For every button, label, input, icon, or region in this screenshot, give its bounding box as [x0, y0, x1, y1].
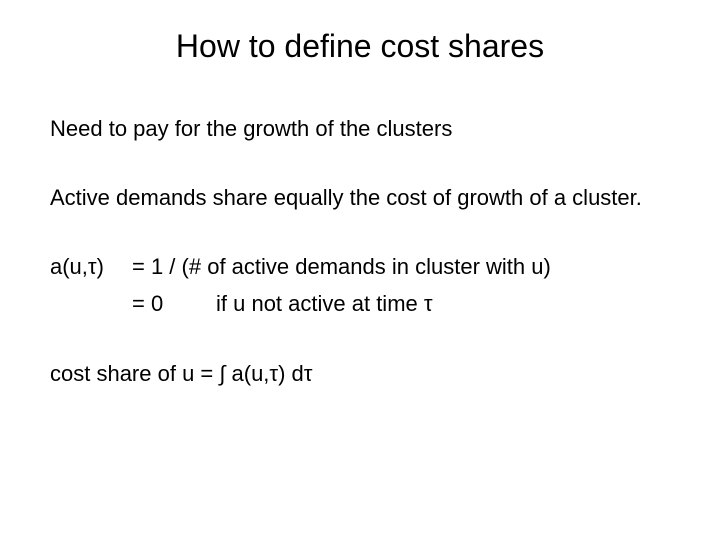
formula-rhs-1: = 1 / (# of active demands in cluster wi…: [132, 254, 551, 279]
formula-eq2-cond: if u not active at time τ: [216, 291, 433, 316]
formula-line-2: = 0 if u not active at time τ: [132, 289, 670, 320]
formula-lhs: a(u,τ): [50, 252, 132, 283]
paragraph-1: Need to pay for the growth of the cluste…: [50, 115, 670, 144]
formula-line-1: a(u,τ)= 1 / (# of active demands in clus…: [50, 252, 670, 283]
slide-title: How to define cost shares: [50, 28, 670, 65]
paragraph-2: Active demands share equally the cost of…: [50, 184, 670, 213]
slide: How to define cost shares Need to pay fo…: [0, 0, 720, 540]
formula-block: a(u,τ)= 1 / (# of active demands in clus…: [50, 252, 670, 320]
cost-share-line: cost share of u = ∫ a(u,τ) dτ: [50, 360, 670, 389]
formula-eq2-lhs: = 0: [132, 289, 190, 320]
